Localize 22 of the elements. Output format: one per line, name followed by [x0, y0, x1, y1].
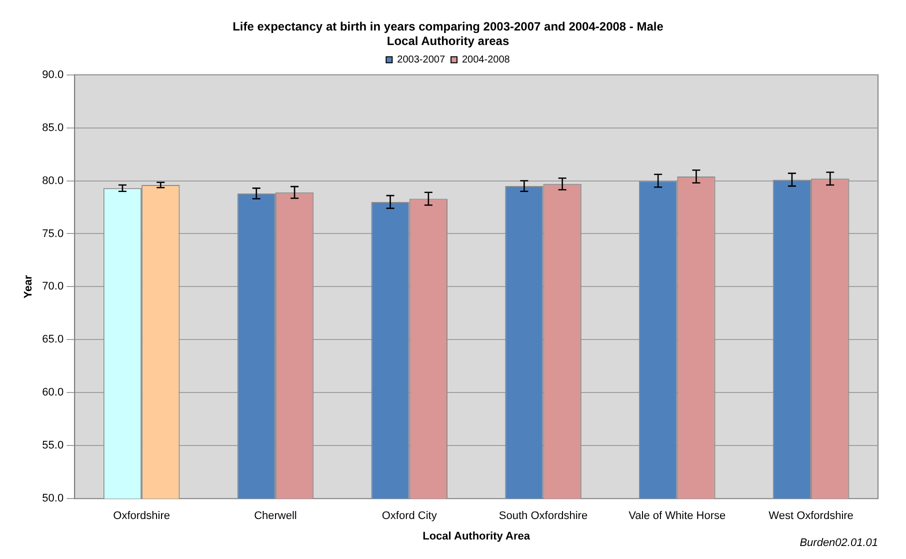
y-tick-label: 75.0 — [42, 228, 64, 240]
y-tick-label: 60.0 — [42, 386, 64, 399]
x-tick-label: South Oxfordshire — [498, 510, 588, 522]
y-axis-title: Year — [22, 274, 35, 298]
chart-subtitle: Local Authority areas — [386, 34, 510, 48]
y-tick-label: 80.0 — [42, 174, 64, 187]
y-tick-label: 90.0 — [42, 68, 64, 81]
y-tick-label: 70.0 — [42, 280, 64, 293]
legend-label: 2004-2008 — [462, 54, 510, 66]
text: Burden02.01.01 — [800, 537, 878, 550]
x-tick-label: Oxford City — [382, 510, 438, 522]
x-tick-label: Cherwell — [254, 510, 297, 522]
x-tick-label: Oxfordshire — [113, 510, 170, 522]
y-tick-label: 85.0 — [42, 122, 64, 134]
legend-label: 2003-2007 — [397, 54, 446, 66]
x-tick-label: West Oxfordshire — [768, 510, 854, 522]
y-tick-label: 50.0 — [42, 492, 64, 505]
y-tick-label: 55.0 — [42, 440, 64, 452]
x-axis-title: Local Authority Area — [422, 530, 531, 542]
x-tick-label: Vale of White Horse — [628, 510, 726, 522]
y-tick-label: 65.0 — [42, 334, 64, 346]
chart-title: Life expectancy at birth in years comparing 2003-2007 and 2004-2008 - Male — [232, 20, 664, 34]
